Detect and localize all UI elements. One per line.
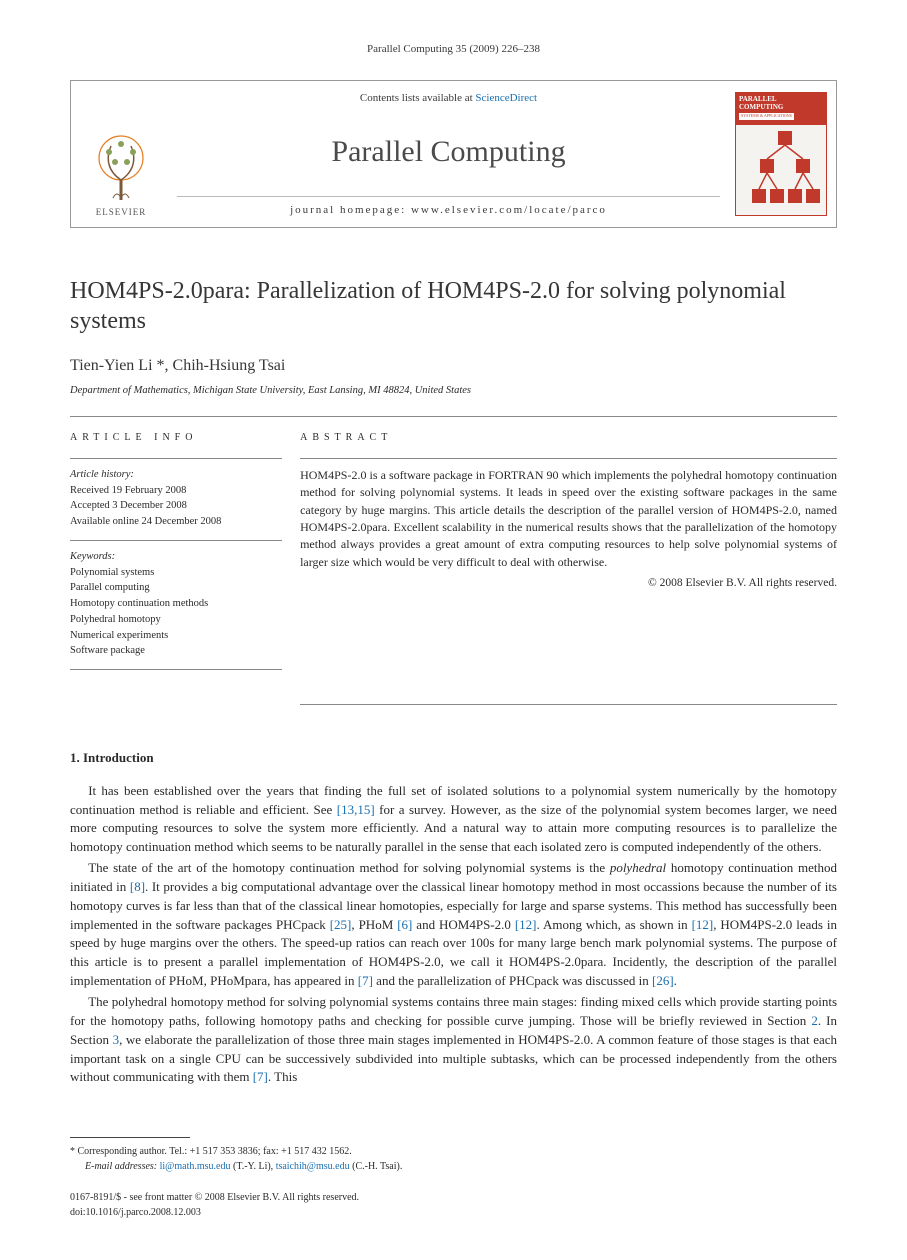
abstract-copyright: © 2008 Elsevier B.V. All rights reserved… bbox=[300, 575, 837, 592]
ref-link[interactable]: [7] bbox=[253, 1069, 268, 1084]
running-head: Parallel Computing 35 (2009) 226–238 bbox=[70, 42, 837, 58]
sciencedirect-link[interactable]: ScienceDirect bbox=[475, 92, 537, 104]
history-label: Article history: bbox=[70, 467, 282, 483]
keyword-item: Polyhedral homotopy bbox=[70, 612, 282, 628]
article-info-column: ARTICLE INFO Article history: Received 1… bbox=[70, 431, 300, 705]
history-online: Available online 24 December 2008 bbox=[70, 514, 282, 530]
history-received: Received 19 February 2008 bbox=[70, 483, 282, 499]
ref-link[interactable]: [26] bbox=[652, 973, 674, 988]
article-info-heading: ARTICLE INFO bbox=[70, 431, 282, 446]
cover-tree-icon bbox=[750, 129, 820, 211]
p2-i: . bbox=[674, 973, 677, 988]
author-email-link[interactable]: li@math.msu.edu bbox=[160, 1161, 231, 1172]
intro-para-3: The polyhedral homotopy method for solvi… bbox=[70, 993, 837, 1087]
history-accepted: Accepted 3 December 2008 bbox=[70, 498, 282, 514]
contents-lists-line: Contents lists available at ScienceDirec… bbox=[171, 91, 726, 107]
ref-link[interactable]: [13,15] bbox=[337, 802, 375, 817]
journal-name: Parallel Computing bbox=[171, 130, 726, 174]
cover-title-band: PARALLEL COMPUTING SYSTEMS & APPLICATION… bbox=[736, 93, 826, 125]
email-label: E-mail addresses: bbox=[85, 1161, 157, 1172]
publisher-logo-cell: ELSEVIER bbox=[71, 81, 171, 227]
affiliation: Department of Mathematics, Michigan Stat… bbox=[70, 383, 837, 398]
author-list: Tien-Yien Li *, Chih-Hsiung Tsai bbox=[70, 354, 837, 377]
keyword-item: Parallel computing bbox=[70, 580, 282, 596]
elsevier-wordmark: ELSEVIER bbox=[96, 206, 147, 219]
elsevier-tree-icon bbox=[91, 132, 151, 202]
journal-cover-thumb: PARALLEL COMPUTING SYSTEMS & APPLICATION… bbox=[735, 92, 827, 216]
keyword-item: Software package bbox=[70, 643, 282, 659]
email-line: E-mail addresses: li@math.msu.edu (T.-Y.… bbox=[70, 1159, 837, 1174]
contents-prefix: Contents lists available at bbox=[360, 92, 475, 104]
corresponding-author-note: * Corresponding author. Tel.: +1 517 353… bbox=[70, 1144, 837, 1159]
footnote-rule bbox=[70, 1137, 190, 1138]
email1-who: (T.-Y. Li), bbox=[231, 1161, 276, 1172]
front-matter-block: 0167-8191/$ - see front matter © 2008 El… bbox=[70, 1190, 837, 1220]
top-rule bbox=[70, 416, 837, 417]
keyword-item: Polynomial systems bbox=[70, 565, 282, 581]
ref-link[interactable]: [12] bbox=[515, 917, 537, 932]
p2-h: and the parallelization of PHCpack was d… bbox=[373, 973, 652, 988]
p2-a: The state of the art of the homotopy con… bbox=[88, 860, 610, 875]
masthead-center: Contents lists available at ScienceDirec… bbox=[171, 81, 726, 227]
email2-who: (C.-H. Tsai). bbox=[350, 1161, 403, 1172]
abstract-heading: ABSTRACT bbox=[300, 431, 837, 446]
keyword-item: Homotopy continuation methods bbox=[70, 596, 282, 612]
ref-link[interactable]: [7] bbox=[358, 973, 373, 988]
cover-body bbox=[736, 125, 826, 215]
keywords-block: Keywords: Polynomial systems Parallel co… bbox=[70, 540, 282, 670]
p3-a: The polyhedral homotopy method for solvi… bbox=[70, 994, 837, 1028]
page: Parallel Computing 35 (2009) 226–238 ELS… bbox=[0, 0, 907, 1260]
masthead: ELSEVIER Contents lists available at Sci… bbox=[70, 80, 837, 228]
abstract-top-rule bbox=[300, 458, 837, 459]
doi-line: doi:10.1016/j.parco.2008.12.003 bbox=[70, 1205, 837, 1220]
p3-d: . This bbox=[268, 1069, 297, 1084]
p2-ital: polyhedral bbox=[610, 860, 666, 875]
cover-title-2: COMPUTING bbox=[739, 104, 823, 112]
ref-link[interactable]: [6] bbox=[397, 917, 412, 932]
p3-c: , we elaborate the parallelization of th… bbox=[70, 1032, 837, 1085]
section-1-heading: 1. Introduction bbox=[70, 749, 837, 768]
cover-sub: SYSTEMS & APPLICATIONS bbox=[739, 113, 794, 119]
info-abstract-row: ARTICLE INFO Article history: Received 1… bbox=[70, 431, 837, 705]
intro-para-1: It has been established over the years t… bbox=[70, 782, 837, 857]
elsevier-logo: ELSEVIER bbox=[81, 119, 161, 219]
author-email-link[interactable]: tsaichih@msu.edu bbox=[276, 1161, 350, 1172]
article-title: HOM4PS-2.0para: Parallelization of HOM4P… bbox=[70, 276, 837, 336]
abstract-text: HOM4PS-2.0 is a software package in FORT… bbox=[300, 467, 837, 571]
issn-line: 0167-8191/$ - see front matter © 2008 El… bbox=[70, 1190, 837, 1205]
intro-para-2: The state of the art of the homotopy con… bbox=[70, 859, 837, 991]
p2-f: . Among which, as shown in bbox=[537, 917, 692, 932]
p2-e: and HOM4PS-2.0 bbox=[412, 917, 514, 932]
abstract-bottom-rule bbox=[300, 704, 837, 705]
cover-cell: PARALLEL COMPUTING SYSTEMS & APPLICATION… bbox=[726, 81, 836, 227]
footnotes: * Corresponding author. Tel.: +1 517 353… bbox=[70, 1144, 837, 1174]
ref-link[interactable]: [8] bbox=[130, 879, 145, 894]
keywords-label: Keywords: bbox=[70, 549, 282, 565]
journal-homepage-line: journal homepage: www.elsevier.com/locat… bbox=[177, 196, 720, 219]
ref-link[interactable]: [25] bbox=[330, 917, 352, 932]
article-history-block: Article history: Received 19 February 20… bbox=[70, 458, 282, 540]
abstract-column: ABSTRACT HOM4PS-2.0 is a software packag… bbox=[300, 431, 837, 705]
ref-link[interactable]: [12] bbox=[692, 917, 714, 932]
p2-d: , PHoM bbox=[351, 917, 397, 932]
keyword-item: Numerical experiments bbox=[70, 628, 282, 644]
